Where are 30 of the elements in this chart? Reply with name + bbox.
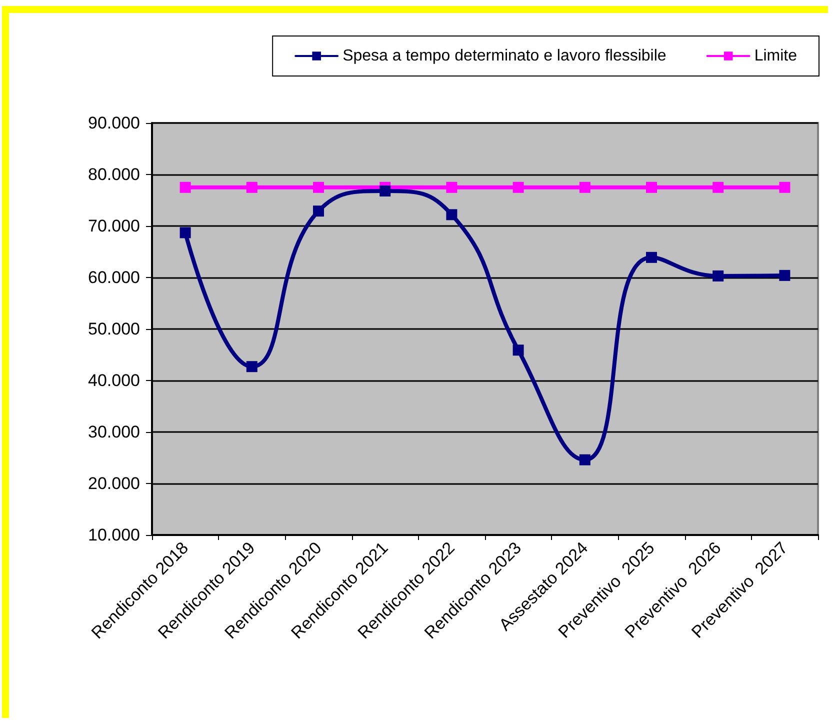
point bbox=[313, 206, 324, 217]
point bbox=[446, 209, 458, 220]
y-tick-label: 80.000 bbox=[88, 165, 140, 184]
legend-label: Spesa a tempo determinato e lavoro flessibile bbox=[342, 48, 666, 64]
point bbox=[712, 182, 724, 193]
point bbox=[579, 454, 590, 466]
point bbox=[313, 182, 324, 193]
point bbox=[446, 182, 458, 193]
point bbox=[512, 344, 524, 356]
point bbox=[380, 185, 391, 196]
legend-label: Limite bbox=[754, 48, 798, 64]
y-tick-label: 60.000 bbox=[88, 268, 140, 287]
y-tick-label: 40.000 bbox=[88, 371, 140, 390]
y-tick-label: 50.000 bbox=[88, 320, 140, 338]
point bbox=[779, 182, 790, 193]
y-tick-label: 20.000 bbox=[88, 474, 140, 493]
point bbox=[579, 182, 590, 193]
y-tick-label: 30.000 bbox=[88, 422, 140, 442]
point bbox=[646, 182, 657, 193]
point bbox=[712, 270, 724, 282]
point bbox=[246, 182, 258, 193]
y-tick-label: 10.000 bbox=[88, 526, 140, 544]
point bbox=[646, 252, 657, 263]
point bbox=[180, 182, 191, 193]
y-tick-label: 90.000 bbox=[88, 114, 140, 132]
point bbox=[512, 182, 524, 193]
point bbox=[246, 361, 258, 372]
point bbox=[779, 270, 790, 281]
y-tick-label: 70.000 bbox=[88, 216, 140, 236]
point bbox=[180, 227, 191, 238]
